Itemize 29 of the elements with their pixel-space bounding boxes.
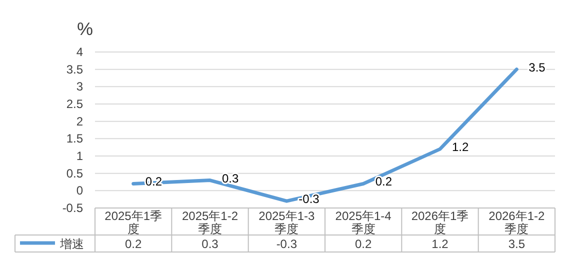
line-series [132,68,518,203]
x-tick-label: 2025年1-4季度 [335,209,392,236]
data-label: 3.5 [508,237,526,251]
text: 3.5 [528,60,546,74]
legend-label: 增速 [59,237,84,251]
y-tick-label: 4 [76,45,84,59]
data-label: 0.3 [202,237,219,251]
text: 1.2 [452,140,469,154]
data-label: 1.2 [432,237,449,251]
data-label: 0.2 [354,237,372,251]
y-tick-label: 1.5 [66,132,84,146]
y-tick-label: 3 [76,80,84,94]
y-axis-title: % [76,19,94,39]
x-tick-label: 2026年1季度 [411,209,469,236]
x-tick-label: 2025年1-2季度 [182,209,238,236]
x-tick-label: 2025年1季度 [104,209,162,236]
y-tick-label: 2.5 [66,97,84,111]
y-tick-label: 3.5 [66,62,84,76]
x-tick-label: 2026年1-2季度 [488,209,546,236]
y-tick-label: 0 [76,184,84,198]
text: 0.2 [375,174,392,189]
text: 0.3 [222,171,239,186]
data-label: -0.3 [276,237,298,251]
x-tick-label: 2025年1-3季度 [258,209,316,236]
y-tick-label: 2 [76,114,84,128]
y-tick-label: 0.5 [66,166,84,180]
y-tick-label: 1 [76,149,84,163]
y-tick-label: -0.5 [62,201,84,215]
data-label: 0.2 [124,237,142,251]
